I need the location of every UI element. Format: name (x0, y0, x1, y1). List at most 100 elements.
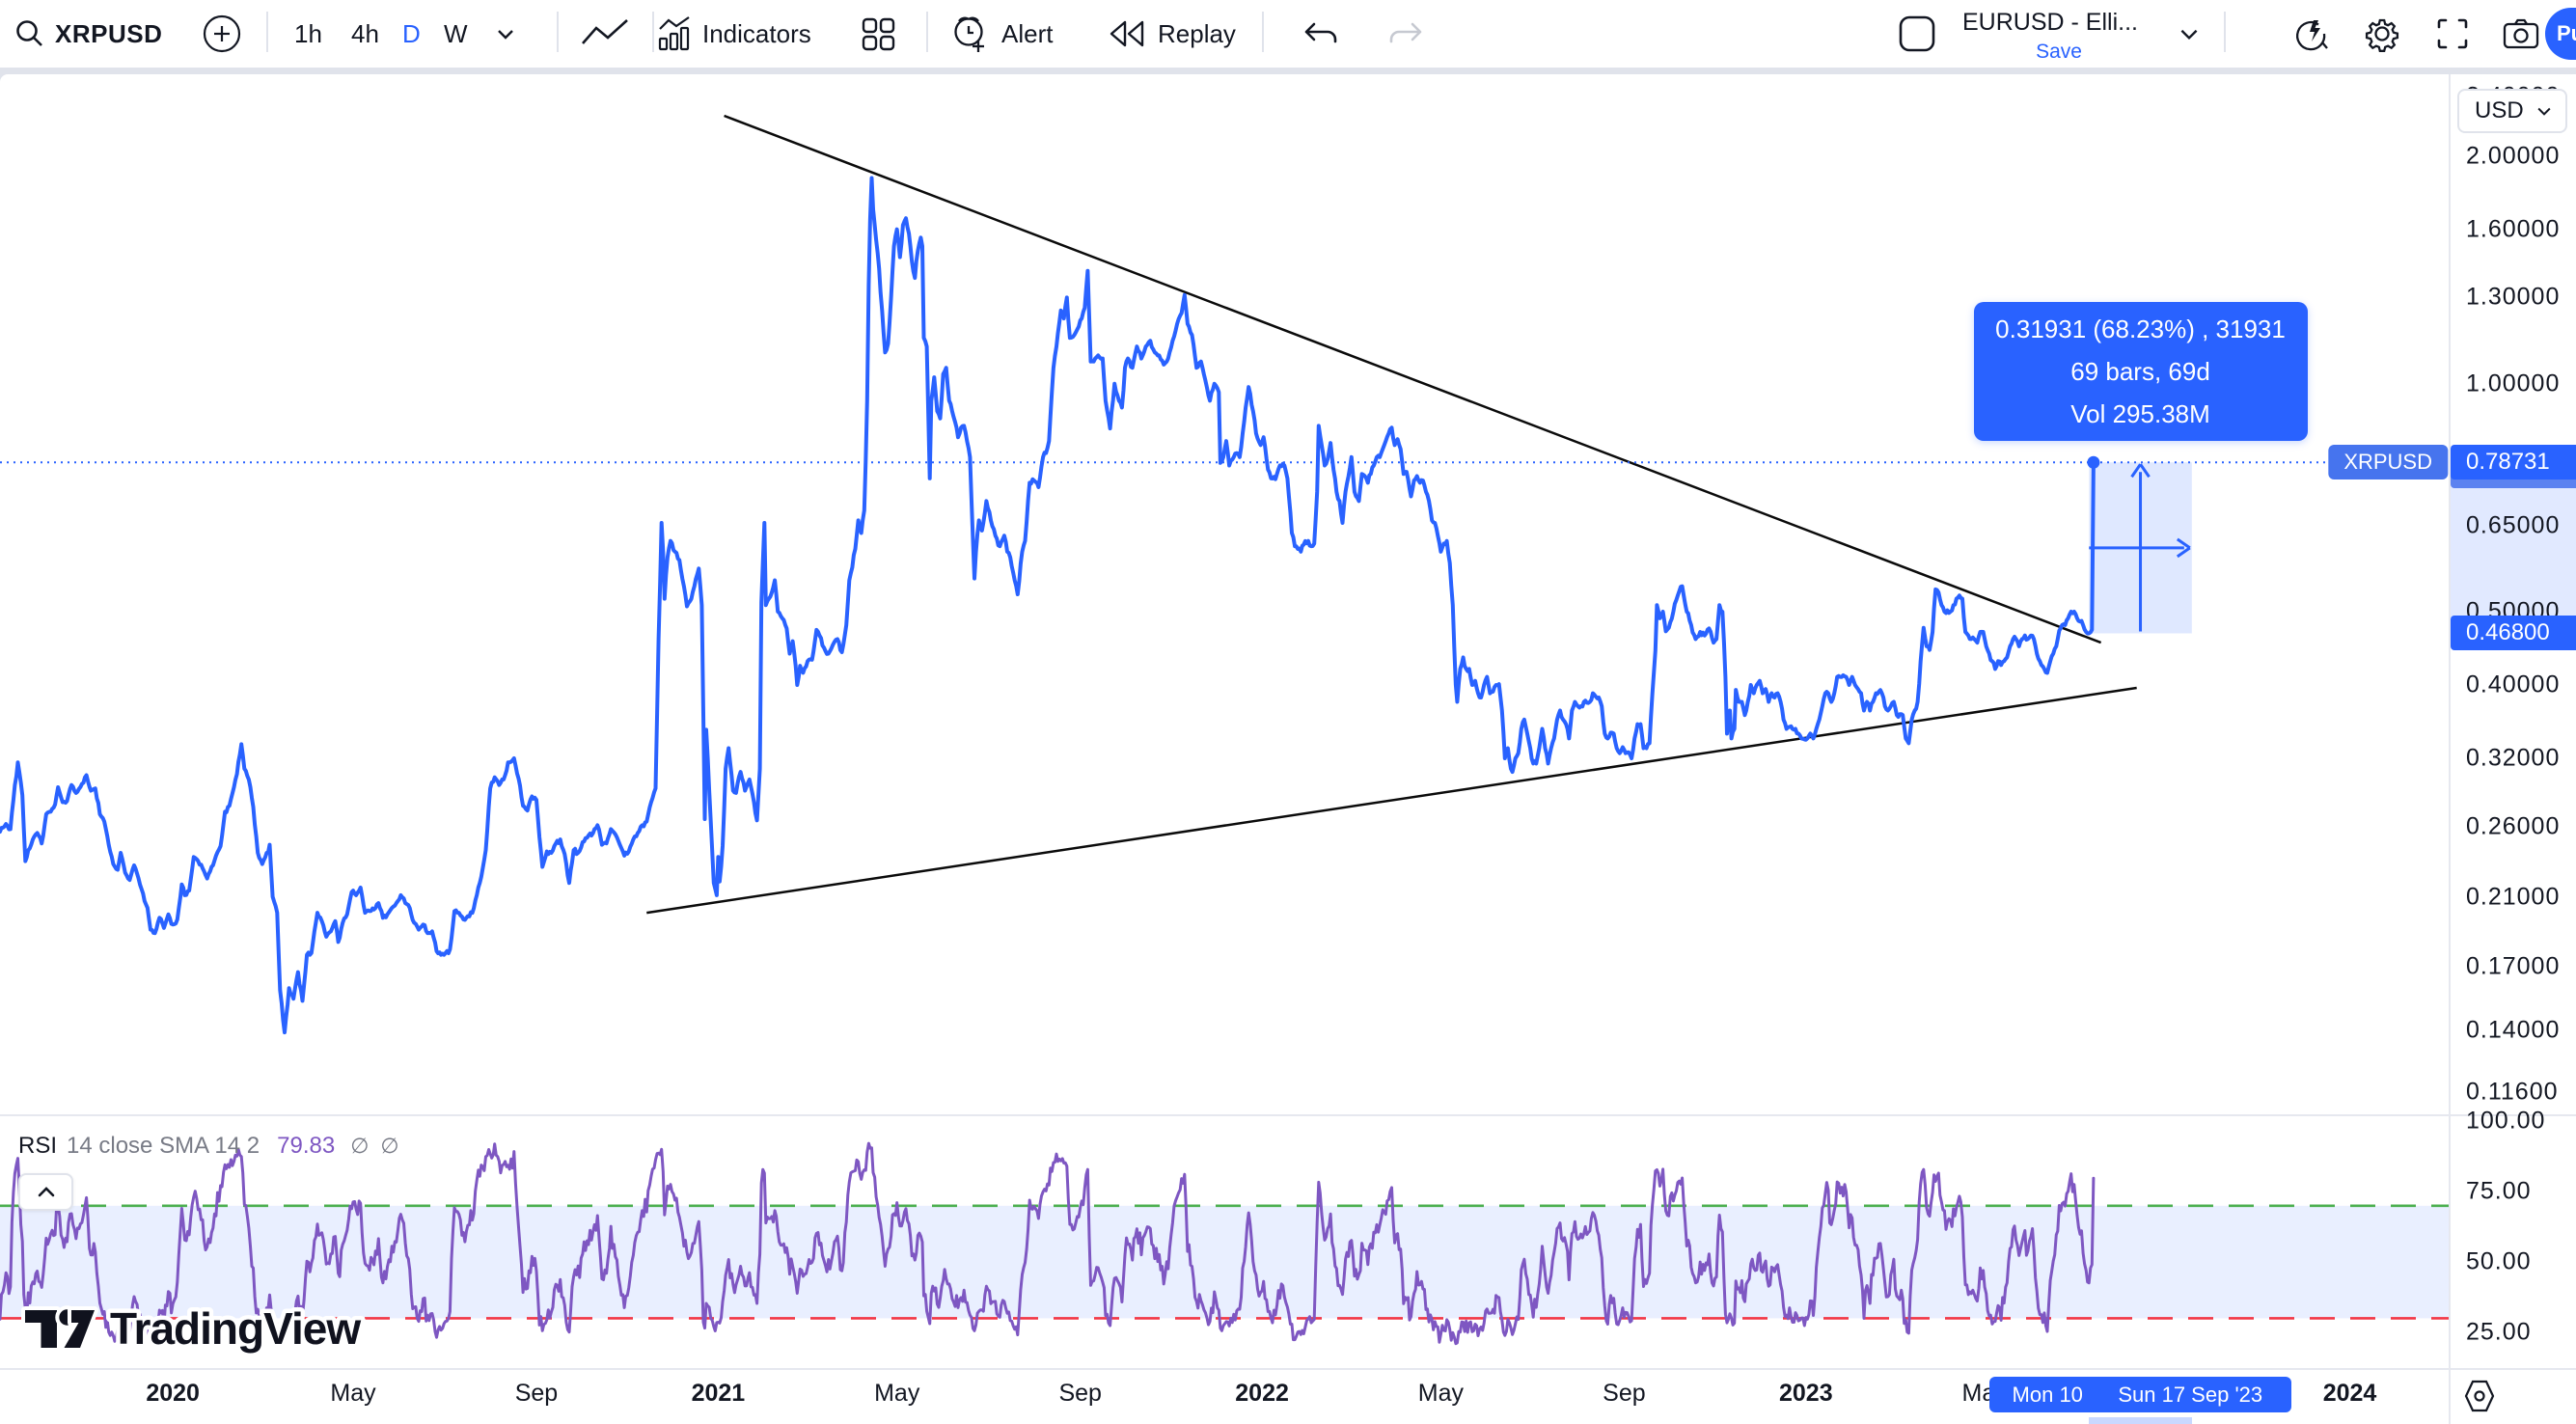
plus-circle-icon (203, 14, 241, 53)
toolbar-separator (557, 12, 559, 52)
rsi-hidden-value-icon: ∅ (380, 1134, 399, 1158)
replay-rewind-icon (1110, 20, 1144, 47)
tradingview-watermark[interactable]: TradingView (19, 1299, 617, 1363)
rsi-hidden-value-icon: ∅ (350, 1134, 370, 1158)
snapshot-button[interactable] (2501, 0, 2541, 68)
interval-button-4h[interactable]: 4h (351, 18, 379, 48)
publish-label: Publish (2557, 21, 2576, 45)
time-tick-label: Sep (514, 1380, 559, 1407)
chevron-up-icon (38, 1186, 54, 1196)
toolbar-separator (266, 12, 268, 52)
time-tick-label: 2020 (146, 1380, 200, 1407)
price-tick-label: 0.65000 (2466, 511, 2561, 539)
layout-grid-button[interactable] (857, 0, 899, 68)
price-tick-label: 0.14000 (2466, 1016, 2561, 1044)
price-tick-label: 1.60000 (2466, 215, 2561, 243)
range-end-date-label: Sun 17 Sep '23 (2118, 1382, 2263, 1407)
price-tick-label: 0.17000 (2466, 952, 2561, 979)
indicators-label: Indicators (702, 18, 811, 48)
tradingview-logo-icon (21, 1305, 98, 1352)
price-tick-label: 0.21000 (2466, 883, 2561, 910)
currency-dropdown[interactable]: USD (2457, 89, 2567, 133)
range-tooltip: 0.31931 (68.23%) , 31931 69 bars, 69d Vo… (1973, 302, 2308, 442)
layout-square-icon (1899, 15, 1935, 52)
camera-icon (2503, 18, 2539, 49)
interval-menu-button[interactable] (494, 0, 517, 68)
toolbar-separator (1262, 12, 1264, 52)
price-tick-label: 0.32000 (2466, 744, 2561, 772)
range-tooltip-price-change: 0.31931 (68.23%) , 31931 (1995, 314, 2286, 343)
replay-label: Replay (1158, 18, 1236, 48)
time-tick-label: May (874, 1380, 920, 1407)
rsi-collapse-button[interactable] (18, 1173, 73, 1211)
layout-thumbnail-icon[interactable] (1898, 0, 1936, 68)
time-axis-settings-button[interactable] (2460, 1378, 2499, 1419)
publish-button[interactable]: Publish (2545, 8, 2576, 60)
range-tooltip-bars: 69 bars, 69d (2070, 356, 2210, 386)
replay-button[interactable]: Replay (1106, 0, 1236, 68)
time-tick-label: 2022 (1235, 1380, 1289, 1407)
rsi-title[interactable]: RSI (18, 1133, 58, 1159)
pane-separator[interactable] (0, 1114, 2576, 1116)
layout-menu[interactable]: EURUSD - Elli... Save (1962, 0, 2155, 68)
indicators-button[interactable]: Indicators (657, 0, 811, 68)
rsi-legend: RSI 14 close SMA 14 2 79.83 ∅ ∅ (18, 1133, 399, 1160)
range-start-price-label: 0.46800 (2451, 616, 2576, 651)
settings-button[interactable] (2362, 0, 2402, 68)
undo-arrow-icon (1304, 22, 1337, 43)
tradingview-watermark-text: TradingView (110, 1303, 361, 1354)
save-button[interactable]: Save (2036, 41, 2082, 63)
price-tick-label: 2.00000 (2466, 142, 2561, 170)
chart-style-button[interactable] (579, 0, 631, 68)
chevron-down-icon (2537, 107, 2551, 116)
toolbar-separator (652, 12, 654, 52)
gear-icon (2365, 18, 2399, 52)
alert-label: Alert (1001, 18, 1054, 48)
price-tick-label: 0.26000 (2466, 812, 2561, 840)
time-tick-label: 2024 (2322, 1380, 2377, 1407)
price-tick-label: 0.40000 (2466, 671, 2561, 698)
undo-button[interactable] (1299, 0, 1343, 68)
chevron-down-icon (2180, 29, 2198, 41)
compare-add-symbol-button[interactable] (203, 0, 241, 68)
range-band-time-axis (2089, 1417, 2192, 1424)
grid-layout-icon (862, 17, 895, 51)
quick-search-button[interactable] (2290, 0, 2333, 68)
interval-button-W[interactable]: W (444, 18, 468, 48)
rsi-tick-label: 100.00 (2466, 1107, 2546, 1135)
search-icon (16, 20, 42, 46)
time-tick-label: May (330, 1380, 376, 1407)
time-tick-label: 2023 (1779, 1380, 1833, 1407)
redo-arrow-icon (1389, 22, 1422, 43)
range-tooltip-volume: Vol 295.38M (2070, 398, 2210, 428)
interval-button-1h[interactable]: 1h (294, 18, 322, 48)
time-tick-label: 2021 (691, 1380, 746, 1407)
price-axis-separator (2449, 74, 2451, 1424)
price-pane[interactable] (0, 74, 2449, 1114)
time-tick-label: May (1417, 1380, 1465, 1407)
layout-name: EURUSD - Elli... (1962, 9, 2138, 36)
rsi-pane[interactable] (0, 1116, 2449, 1368)
range-start-date-label: Mon 10 (2012, 1382, 2083, 1407)
hexagon-gear-icon (2464, 1380, 2495, 1412)
price-tick-label: 1.30000 (2466, 283, 2561, 311)
tradingview-logo: TradingView (21, 1300, 367, 1358)
currency-label: USD (2475, 97, 2524, 123)
symbol-search-button[interactable]: XRPUSD (12, 0, 162, 68)
quick-search-icon (2296, 20, 2328, 51)
interval-button-D[interactable]: D (402, 18, 421, 48)
time-axis-separator (0, 1368, 2576, 1370)
rsi-params: 14 close SMA 14 2 (67, 1133, 260, 1159)
price-tick-label: 1.00000 (2466, 370, 2561, 397)
range-date-label: Mon 10 Sun 17 Sep '23 (1989, 1377, 2291, 1412)
alert-clock-plus-icon (954, 16, 984, 52)
indicators-icon (658, 16, 690, 51)
fullscreen-button[interactable] (2433, 0, 2472, 68)
redo-button[interactable] (1384, 0, 1428, 68)
line-chart-style-icon (582, 19, 628, 44)
alert-button[interactable]: Alert (947, 0, 1053, 68)
symbol-name: XRPUSD (55, 18, 163, 48)
rsi-tick-label: 75.00 (2466, 1177, 2532, 1205)
layout-menu-chevron[interactable] (2177, 0, 2202, 68)
